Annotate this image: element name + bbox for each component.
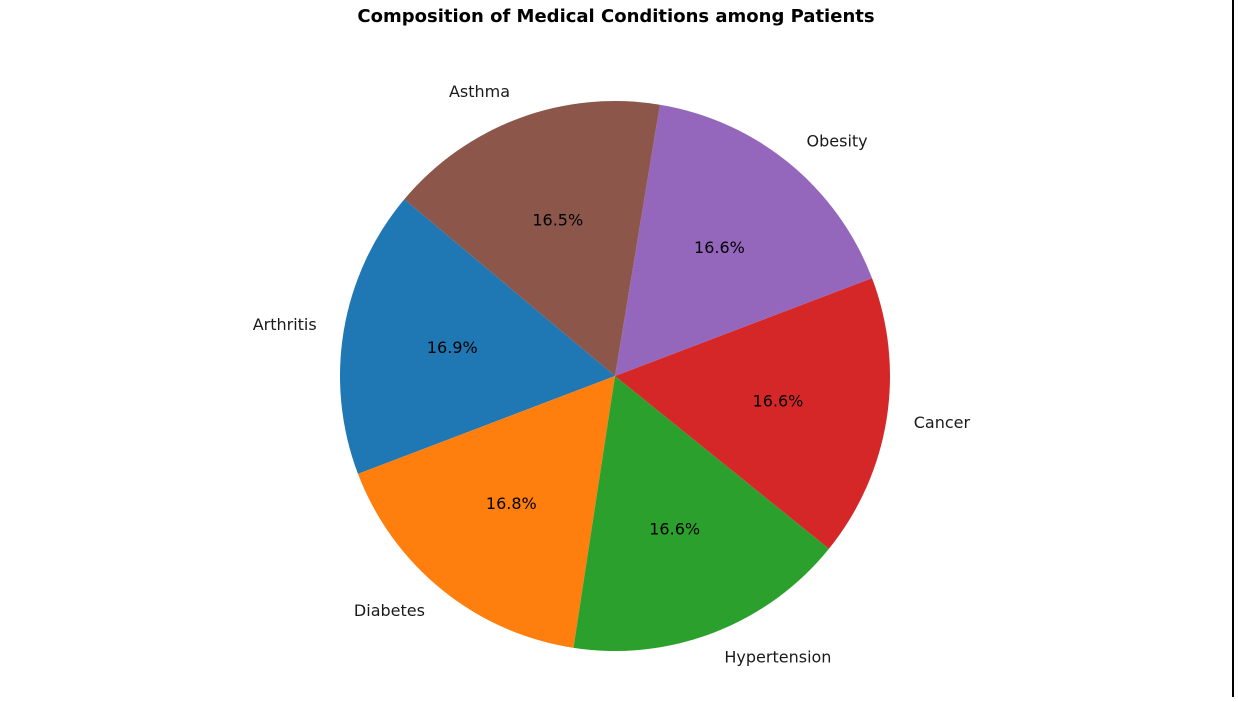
- window-edge: [1232, 0, 1234, 697]
- chart-title: Composition of Medical Conditions among …: [357, 6, 874, 27]
- pie-slices: [340, 100, 890, 651]
- slice-label-hypertension: Hypertension: [724, 648, 831, 667]
- slice-label-diabetes: Diabetes: [354, 601, 425, 620]
- pie-labels: 16.9% Arthritis 16.8% Diabetes 16.6% Hyperten…: [253, 82, 971, 667]
- pct-label-obesity: 16.6%: [694, 238, 745, 257]
- pct-label-asthma: 16.5%: [532, 211, 583, 230]
- pct-label-diabetes: 16.8%: [486, 494, 537, 513]
- slice-label-asthma: Asthma: [449, 82, 510, 101]
- pie-slice-arthritis: [340, 199, 615, 474]
- pct-label-hypertension: 16.6%: [649, 519, 700, 538]
- slice-label-obesity: Obesity: [807, 131, 868, 150]
- pct-label-arthritis: 16.9%: [427, 338, 478, 357]
- pie-slice-hypertension: [573, 376, 829, 651]
- pie-slice-cancer: [615, 278, 890, 549]
- pie-slice-obesity: [615, 104, 873, 376]
- slice-label-cancer: Cancer: [914, 413, 971, 432]
- pie-slice-asthma: [404, 100, 660, 376]
- slice-label-arthritis: Arthritis: [253, 315, 317, 334]
- pie-slice-diabetes: [357, 376, 615, 648]
- pct-label-cancer: 16.6%: [753, 391, 804, 410]
